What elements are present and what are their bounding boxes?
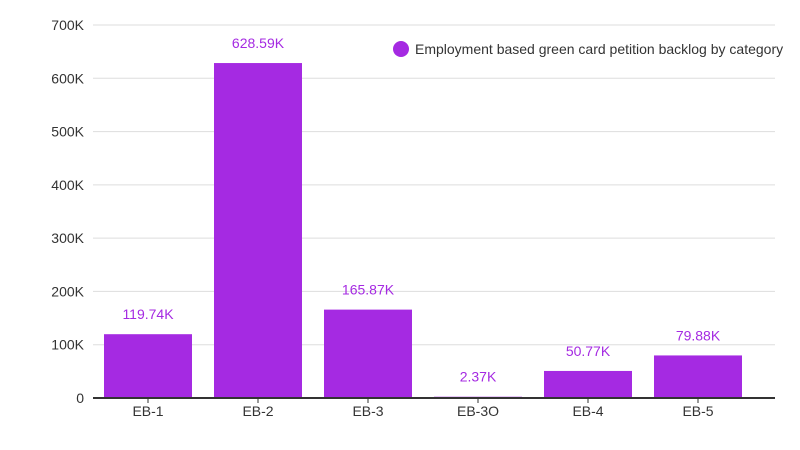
y-tick-label: 0 (76, 390, 84, 406)
data-label: 165.87K (342, 282, 395, 298)
y-tick-label: 300K (51, 230, 84, 246)
gridlines (93, 24, 775, 346)
x-tick-label: EB-5 (682, 403, 713, 419)
y-tick-label: 700K (51, 17, 84, 33)
data-label: 79.88K (676, 327, 721, 343)
y-tick-label: 200K (51, 283, 84, 299)
x-axis-ticks: EB-1 EB-2 EB-3 EB-3O EB-4 EB-5 (132, 398, 714, 419)
bar-eb-4[interactable] (544, 370, 632, 398)
bar-eb-3[interactable] (324, 309, 412, 398)
data-labels: 119.74K 628.59K 165.87K 2.37K 50.77K 79.88K (122, 35, 720, 385)
y-axis-ticks: 0 100K 200K 300K 400K 500K 600K 700K (51, 17, 84, 406)
bar-eb-2[interactable] (214, 63, 302, 398)
x-tick-label: EB-4 (572, 403, 603, 419)
data-label: 2.37K (460, 369, 497, 385)
data-label: 628.59K (232, 35, 285, 51)
y-tick-label: 500K (51, 124, 84, 140)
x-tick-label: EB-2 (242, 403, 273, 419)
legend-swatch-icon (393, 41, 409, 57)
bar-eb-5[interactable] (654, 355, 742, 398)
legend-label: Employment based green card petition bac… (415, 41, 783, 57)
bars (104, 63, 742, 399)
data-label: 119.74K (122, 306, 174, 322)
y-tick-label: 400K (51, 177, 84, 193)
x-tick-label: EB-3 (352, 403, 383, 419)
y-tick-label: 600K (51, 70, 84, 86)
x-tick-label: EB-1 (132, 403, 163, 419)
bar-eb-1[interactable] (104, 334, 192, 398)
x-tick-label: EB-3O (457, 403, 499, 419)
y-tick-label: 100K (51, 337, 84, 353)
legend[interactable]: Employment based green card petition bac… (393, 41, 783, 57)
data-label: 50.77K (566, 343, 611, 359)
